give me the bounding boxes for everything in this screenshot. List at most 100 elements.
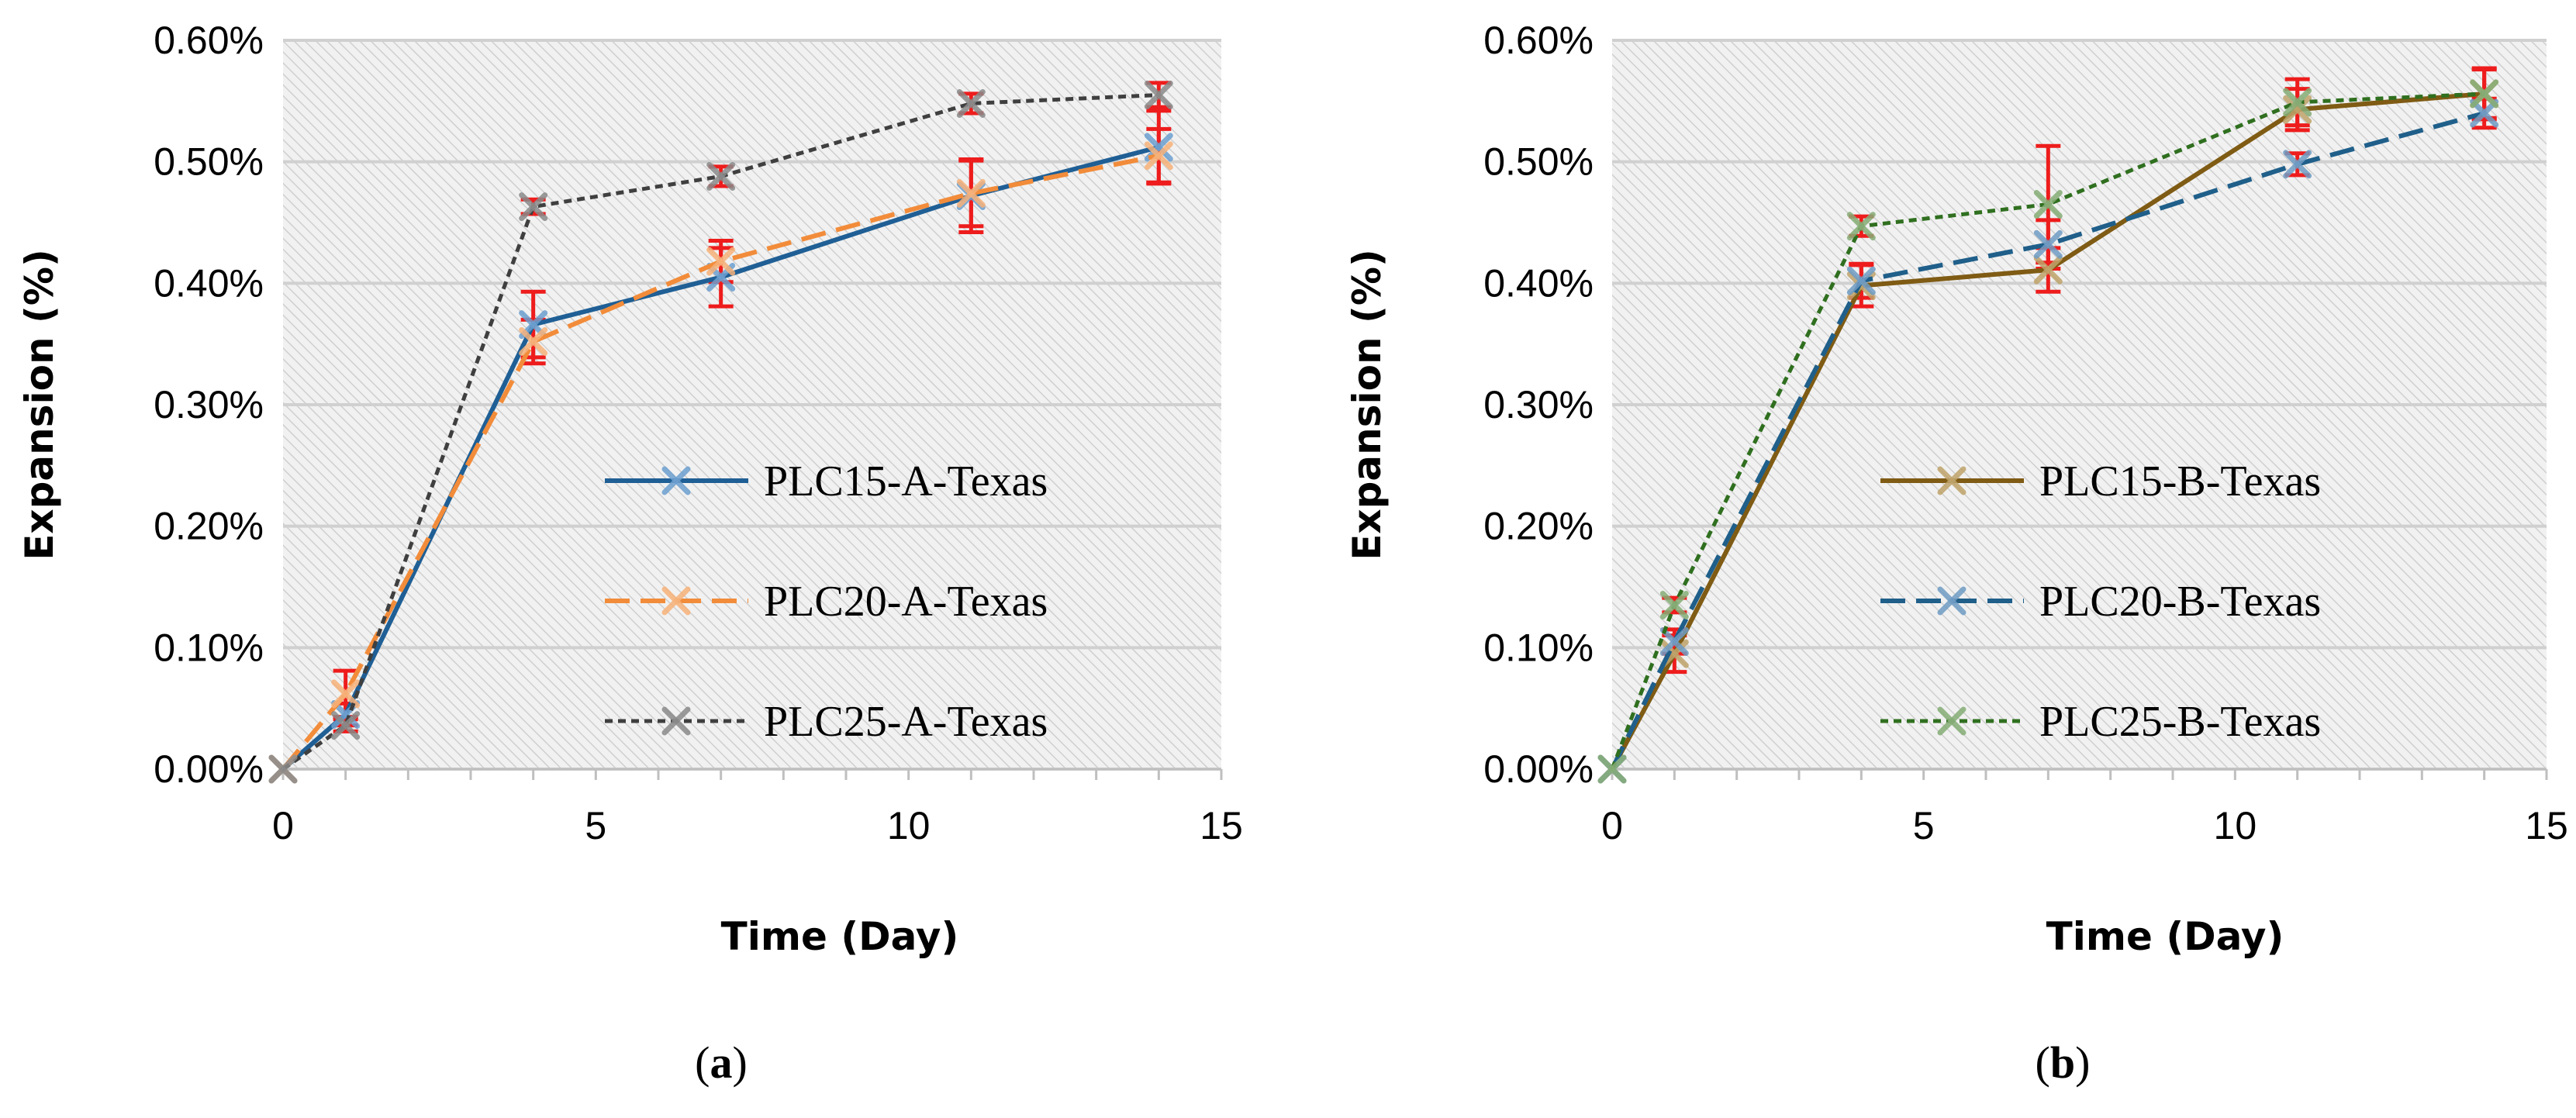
data-point-marker bbox=[1144, 81, 1173, 109]
x-tick-label: 0 bbox=[1601, 804, 1623, 847]
y-tick-label: 0.00% bbox=[1483, 747, 1594, 791]
data-point-marker bbox=[956, 88, 986, 118]
legend-marker bbox=[661, 706, 691, 736]
series-lines bbox=[268, 81, 1173, 784]
data-point-marker-stroke bbox=[706, 161, 736, 191]
legend-label: PLC25-B-Texas bbox=[2039, 698, 2321, 746]
x-tick-label: 10 bbox=[2214, 804, 2257, 847]
data-point-marker-stroke bbox=[1144, 141, 1173, 171]
panel-caption: (a) bbox=[695, 1037, 748, 1088]
data-point-marker bbox=[331, 711, 361, 740]
y-tick-label: 0.60% bbox=[154, 19, 264, 62]
y-axis-title: Expansion (%) bbox=[1345, 249, 1390, 561]
x-tick-label: 5 bbox=[585, 804, 606, 847]
legend-marker-stroke bbox=[661, 706, 691, 736]
data-point-marker-stroke bbox=[519, 327, 548, 357]
legend-label: PLC20-B-Texas bbox=[2039, 578, 2321, 626]
data-point-marker bbox=[956, 178, 986, 208]
data-point-marker bbox=[706, 247, 736, 276]
chart-panel-a: 0.00% 0.10% 0.20% 0.30% 0.40% 0.50% 0.60% 0 5 10… bbox=[17, 19, 1243, 1088]
data-point-marker-stroke bbox=[1597, 754, 1627, 784]
legend-marker bbox=[1937, 586, 1967, 616]
caption-close: ) bbox=[2075, 1037, 2090, 1088]
data-point-marker bbox=[1144, 141, 1173, 171]
y-tick-label: 0.60% bbox=[1483, 19, 1594, 62]
series-line-3 bbox=[1610, 91, 2484, 770]
caption-letter: a bbox=[710, 1037, 733, 1088]
caption-letter: b bbox=[2050, 1037, 2075, 1088]
legend: PLC15-B-Texas PLC20-B-Texas PLC25-B-Texas bbox=[1880, 457, 2321, 746]
data-point-marker bbox=[1597, 754, 1627, 784]
data-point-marker-stroke bbox=[956, 178, 986, 208]
data-point-marker-stroke bbox=[2033, 190, 2063, 219]
data-point-marker bbox=[2033, 190, 2063, 219]
y-tick-label: 0.10% bbox=[1483, 626, 1594, 669]
data-point-marker-stroke bbox=[2283, 95, 2312, 124]
data-point-marker-stroke bbox=[2283, 88, 2312, 117]
data-point-marker bbox=[2283, 95, 2312, 124]
y-tick-label: 0.40% bbox=[154, 261, 264, 305]
y-tick-label: 0.30% bbox=[1483, 383, 1594, 426]
data-point-marker-stroke bbox=[2470, 98, 2499, 128]
data-point-marker-stroke bbox=[1659, 591, 1689, 619]
data-point-marker-stroke bbox=[331, 711, 361, 740]
data-point-marker-stroke bbox=[1846, 212, 1876, 241]
data-point-marker bbox=[1846, 266, 1876, 295]
data-point-marker-stroke bbox=[268, 754, 298, 784]
data-point-marker-stroke bbox=[956, 88, 986, 118]
legend-marker-stroke bbox=[1937, 586, 1967, 616]
legend-marker bbox=[661, 466, 691, 495]
data-point-marker bbox=[1659, 627, 1689, 656]
data-point-marker-stroke bbox=[331, 679, 361, 709]
series-lines bbox=[1597, 79, 2499, 784]
data-point-marker-stroke bbox=[2033, 229, 2063, 259]
data-point-marker bbox=[1846, 212, 1876, 241]
data-point-marker-stroke bbox=[2033, 255, 2063, 285]
x-axis-title: Time (Day) bbox=[721, 914, 959, 959]
chart-panel-b: 0.00% 0.10% 0.20% 0.30% 0.40% 0.50% 0.60% 0 5 10… bbox=[1345, 19, 2568, 1088]
y-tick-label: 0.50% bbox=[1483, 140, 1594, 184]
data-point-marker bbox=[2283, 150, 2312, 179]
x-axis-ticks: 0 5 10 15 bbox=[1601, 768, 2568, 847]
x-tick-label: 15 bbox=[1200, 804, 1243, 847]
legend-marker-stroke bbox=[661, 586, 691, 616]
series-line-2 bbox=[1610, 111, 2485, 771]
x-tick-label: 5 bbox=[1913, 804, 1935, 847]
x-tick-label: 0 bbox=[272, 804, 294, 847]
caption-open: ( bbox=[695, 1037, 710, 1088]
data-point-marker-stroke bbox=[1846, 266, 1876, 295]
legend-label: PLC15-B-Texas bbox=[2039, 457, 2321, 506]
y-tick-label: 0.00% bbox=[154, 747, 264, 791]
gridlines bbox=[1612, 39, 2547, 771]
y-axis-ticks: 0.00% 0.10% 0.20% 0.30% 0.40% 0.50% 0.60% bbox=[154, 19, 264, 791]
data-point-marker-stroke bbox=[2283, 150, 2312, 179]
y-tick-label: 0.30% bbox=[154, 383, 264, 426]
data-point-marker bbox=[268, 754, 298, 784]
legend-label: PLC20-A-Texas bbox=[764, 578, 1048, 626]
data-point-marker bbox=[519, 327, 548, 357]
legend-marker bbox=[1937, 466, 1967, 495]
y-axis-title: Expansion (%) bbox=[17, 249, 62, 561]
legend-label: PLC15-A-Texas bbox=[764, 457, 1048, 506]
data-point-marker bbox=[2470, 79, 2499, 109]
y-tick-label: 0.40% bbox=[1483, 261, 1594, 305]
legend-marker-stroke bbox=[1937, 466, 1967, 495]
y-tick-label: 0.20% bbox=[154, 505, 264, 548]
data-point-marker-stroke bbox=[2470, 79, 2499, 109]
data-point-marker-stroke bbox=[706, 247, 736, 276]
y-tick-label: 0.50% bbox=[154, 140, 264, 184]
y-tick-label: 0.10% bbox=[154, 626, 264, 669]
caption-close: ) bbox=[733, 1037, 748, 1088]
data-point-marker bbox=[706, 161, 736, 191]
data-point-marker-stroke bbox=[519, 192, 548, 222]
data-point-marker bbox=[2033, 255, 2063, 285]
data-point-marker bbox=[2033, 229, 2063, 259]
x-axis-title: Time (Day) bbox=[2046, 914, 2284, 959]
y-tick-label: 0.20% bbox=[1483, 505, 1594, 548]
legend: PLC15-A-Texas PLC20-A-Texas PLC25-A-Texas bbox=[605, 457, 1048, 746]
x-tick-label: 15 bbox=[2525, 804, 2568, 847]
data-point-marker-stroke bbox=[1659, 627, 1689, 656]
legend-label: PLC25-A-Texas bbox=[764, 698, 1048, 746]
data-point-marker bbox=[1659, 591, 1689, 619]
